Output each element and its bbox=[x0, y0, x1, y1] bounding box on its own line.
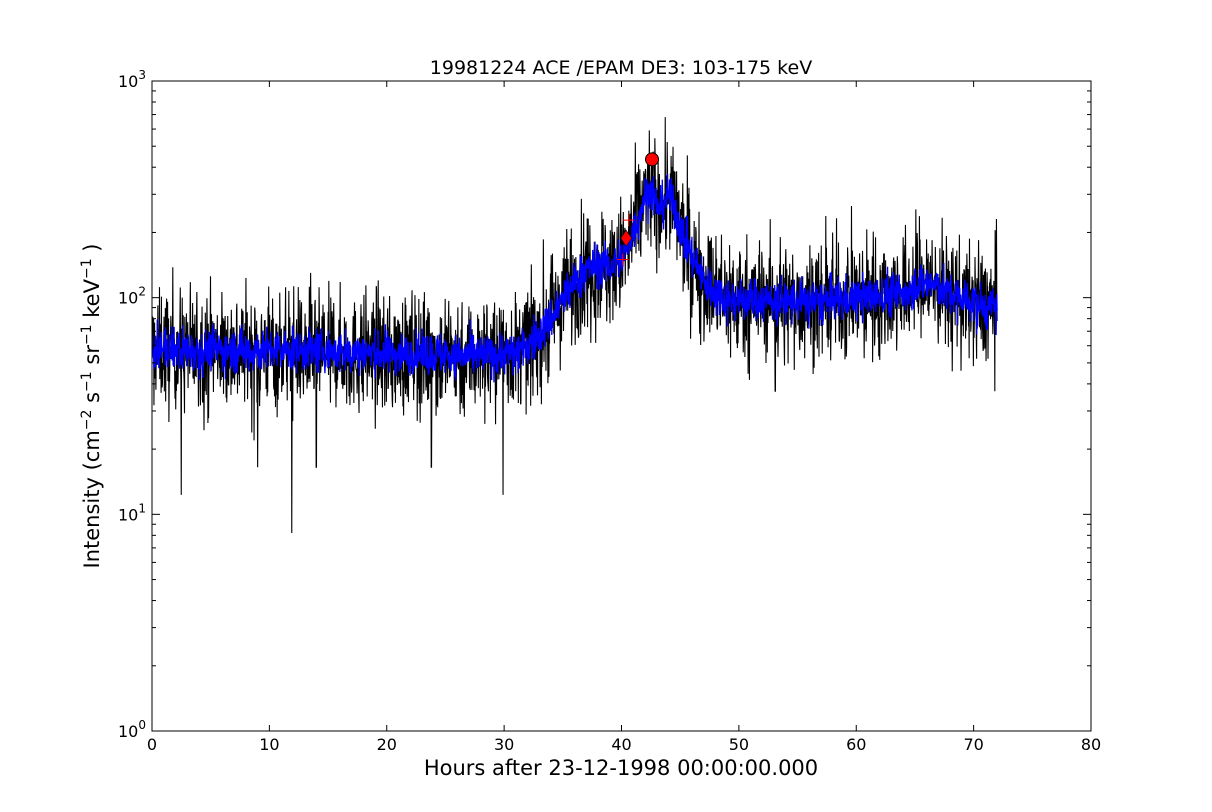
x-tick-label: 20 bbox=[377, 735, 397, 754]
x-tick-label: 70 bbox=[963, 735, 983, 754]
chart-title: 19981224 ACE /EPAM DE3: 103-175 keV bbox=[430, 57, 812, 79]
x-tick-label: 10 bbox=[259, 735, 279, 754]
y-label-sup2: −1 bbox=[79, 371, 95, 392]
y-tick-label: 100 bbox=[118, 718, 146, 741]
plus-marker-upper bbox=[622, 214, 635, 227]
onset-diamond bbox=[620, 229, 633, 247]
y-label-mid2: sr bbox=[80, 345, 104, 372]
y-tick-label: 101 bbox=[118, 501, 146, 524]
x-tick-label: 80 bbox=[1081, 735, 1101, 754]
x-axis: 0 10 20 30 40 50 60 70 80 bbox=[147, 81, 1101, 754]
y-axis-label: Intensity (cm−2 s−1 sr−1 keV−1 ) bbox=[79, 244, 104, 569]
y-tick-label: 102 bbox=[118, 285, 146, 308]
peak-circle bbox=[645, 152, 660, 167]
y-label-mid3: keV bbox=[80, 278, 104, 324]
series-line-noisy-raw bbox=[152, 117, 998, 534]
y-label-suffix: ) bbox=[80, 244, 104, 259]
series-line-smoothed-band bbox=[152, 173, 998, 383]
y-axis: 100 101 102 103 bbox=[118, 68, 1091, 741]
plus-marker-lower bbox=[616, 253, 629, 266]
x-tick-label: 50 bbox=[729, 735, 749, 754]
x-tick-label: 40 bbox=[611, 735, 631, 754]
plot-area bbox=[152, 117, 998, 534]
x-tick-label: 0 bbox=[147, 735, 157, 754]
series-noisy-raw bbox=[152, 117, 998, 534]
y-label-mid1: s bbox=[80, 392, 104, 410]
y-tick-label: 103 bbox=[118, 68, 146, 91]
y-label-sup4: −1 bbox=[79, 258, 95, 279]
series-smoothed-band bbox=[152, 173, 998, 383]
x-axis-label: Hours after 23-12-1998 00:00:00.000 bbox=[424, 756, 818, 780]
y-label-sup3: −1 bbox=[79, 324, 95, 345]
x-tick-label: 60 bbox=[846, 735, 866, 754]
x-tick-label: 30 bbox=[494, 735, 514, 754]
y-label-prefix: Intensity (cm bbox=[80, 430, 104, 568]
y-label-sup1: −2 bbox=[79, 410, 95, 431]
event-markers bbox=[616, 152, 660, 266]
